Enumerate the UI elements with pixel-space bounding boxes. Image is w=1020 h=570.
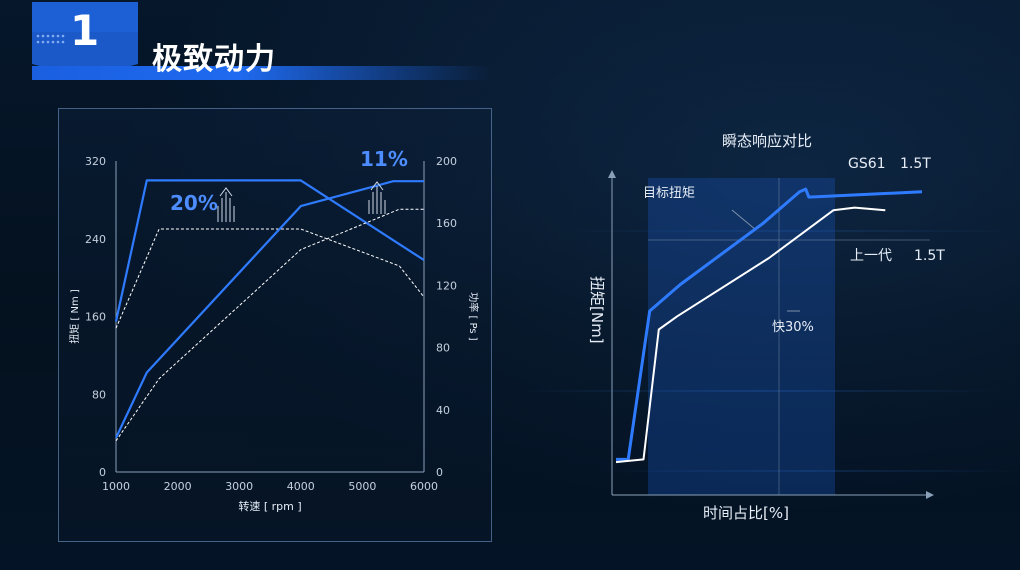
light-streak (600, 470, 1020, 472)
right-tick-label: 40 (436, 404, 450, 417)
x-tick-label: 2000 (164, 480, 192, 493)
right-tick-label: 80 (436, 342, 450, 355)
right-tick-label: 0 (436, 466, 443, 479)
up-arrow-icon (368, 181, 386, 214)
torque-new-line (114, 179, 425, 322)
left-axis-label: 扭矩 [ Nm ] (68, 289, 81, 344)
pointer-line (731, 209, 757, 231)
series-new-label-name: GS61 (848, 156, 886, 172)
power-new-line (115, 180, 424, 439)
left-tick-label: 240 (85, 233, 106, 246)
series-old-label-engine: 1.5T (914, 248, 945, 264)
right-tick-label: 160 (436, 217, 457, 230)
series-old-label-name: 上一代 (850, 248, 892, 264)
title-underline (32, 66, 492, 80)
left-tick-label: 80 (92, 388, 106, 401)
section-badge (32, 2, 138, 78)
x-tick-label: 1000 (102, 480, 130, 493)
left-tick-label: 320 (85, 155, 106, 168)
series-new-label-engine: 1.5T (900, 156, 931, 172)
y-axis-arrow (608, 170, 616, 178)
x-tick-label: 3000 (225, 480, 253, 493)
chart-title: 瞬态响应对比 (722, 132, 812, 150)
right-axis-label: 功率 [ Ps ] (467, 292, 480, 341)
power-previous-line (115, 208, 424, 442)
torque-gain-label: 20% (170, 191, 218, 215)
x-axis-arrow (926, 491, 934, 499)
left-tick-label: 160 (85, 311, 106, 324)
light-streak (520, 390, 1000, 392)
section-number: 1 (70, 6, 100, 55)
x-axis-label: 转速 [ rpm ] (238, 499, 301, 513)
previous-gen-response-line (615, 206, 886, 464)
power-gain-label: 11% (360, 147, 408, 171)
x-tick-label: 4000 (287, 480, 315, 493)
faster-label: 快30% (772, 320, 814, 335)
target-torque-label: 目标扭矩 (643, 186, 695, 201)
x-axis-label: 时间占比[%] (703, 504, 789, 522)
left-tick-label: 0 (99, 466, 106, 479)
x-tick-label: 6000 (410, 480, 438, 493)
page-title: 极致动力 (152, 42, 276, 77)
right-tick-label: 200 (436, 155, 457, 168)
x-tick-label: 5000 (348, 480, 376, 493)
highlight-region (648, 178, 835, 495)
up-arrow-icon (217, 187, 235, 222)
gs61-response-line (616, 187, 923, 461)
torque-previous-line (115, 228, 425, 329)
right-tick-label: 120 (436, 279, 457, 292)
y-axis-label: 扭矩[Nm] (588, 276, 606, 344)
light-streak (560, 230, 1020, 232)
